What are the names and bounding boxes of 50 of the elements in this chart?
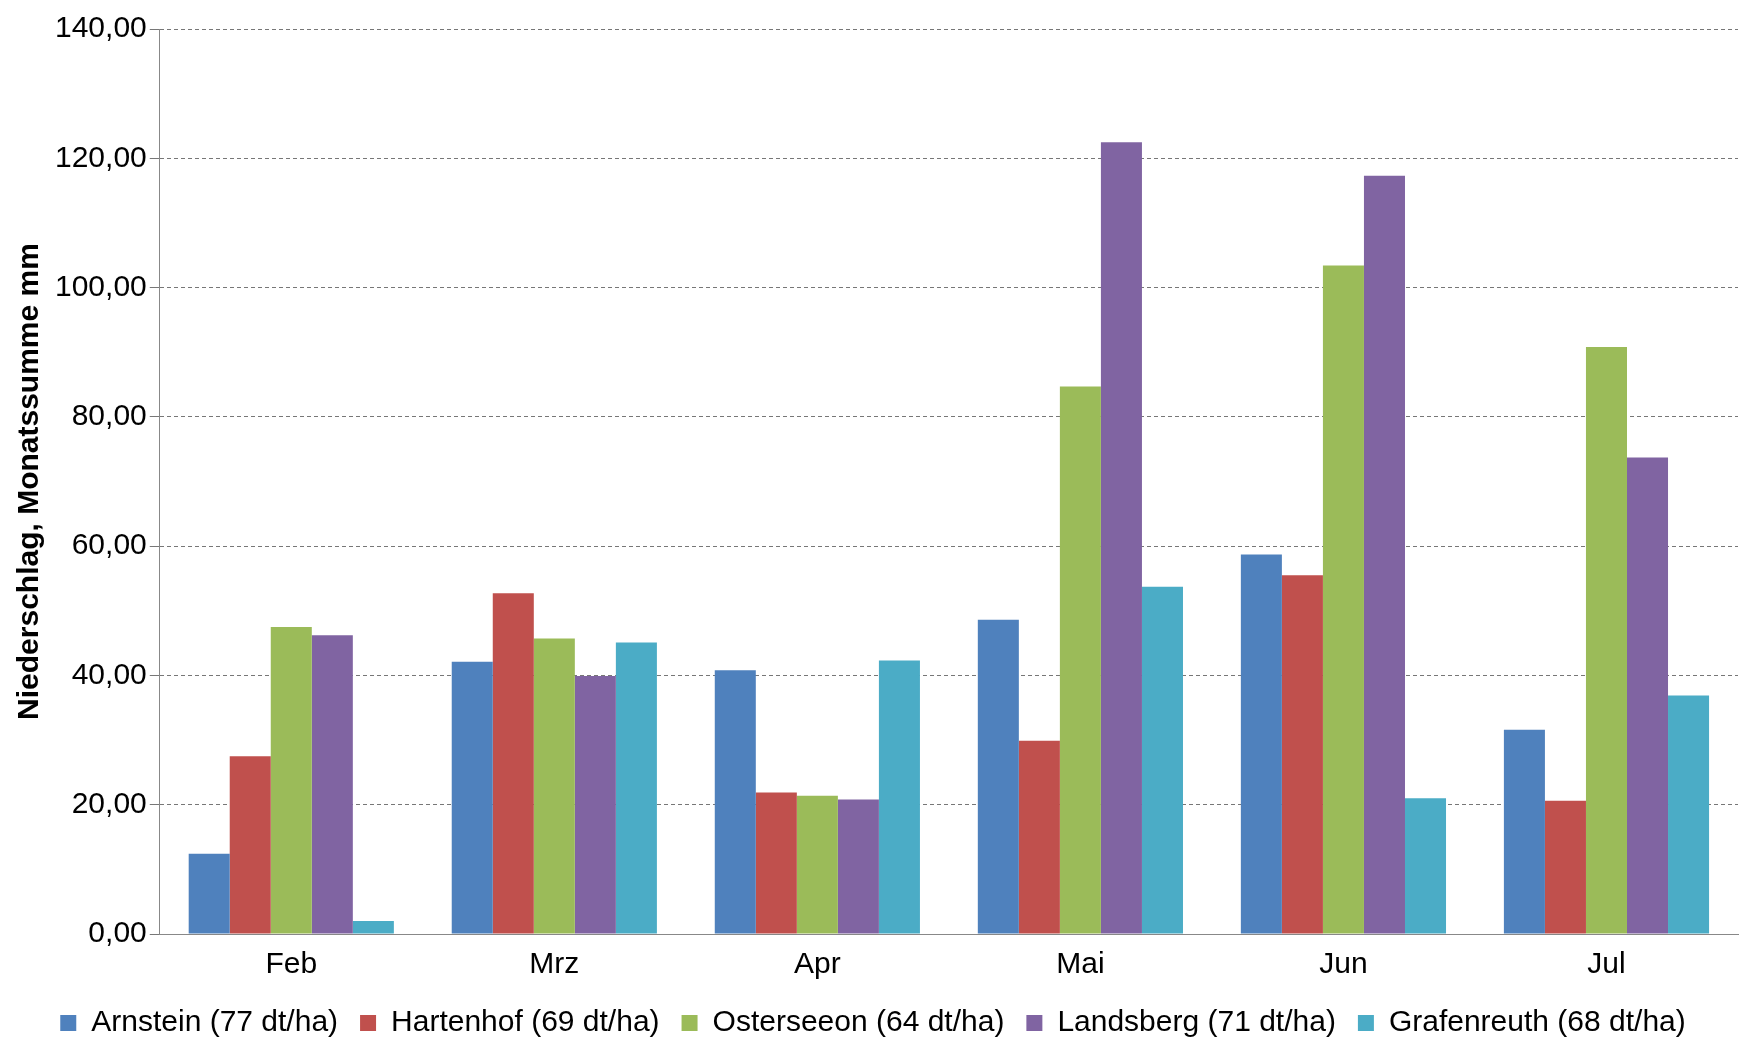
bar bbox=[837, 799, 879, 934]
bar bbox=[796, 795, 838, 934]
bar bbox=[188, 853, 230, 934]
legend-label: Landsberg (71 dt/ha) bbox=[1057, 1004, 1336, 1038]
legend-label: Osterseeon (64 dt/ha) bbox=[712, 1004, 1005, 1038]
legend-label: Arnstein (77 dt/ha) bbox=[91, 1004, 339, 1038]
bar bbox=[1240, 554, 1282, 934]
bar bbox=[270, 626, 312, 934]
bar bbox=[1544, 800, 1586, 934]
bar bbox=[492, 593, 534, 934]
y-tick-label: 20,00 bbox=[71, 785, 147, 819]
bar bbox=[1585, 347, 1627, 934]
bar bbox=[1363, 175, 1405, 934]
x-tick-label: Feb bbox=[265, 946, 318, 980]
y-tick-label: 60,00 bbox=[71, 527, 147, 561]
bar bbox=[451, 661, 493, 934]
x-tick-label: Apr bbox=[794, 946, 841, 980]
bar bbox=[755, 792, 797, 934]
bar bbox=[1059, 386, 1101, 934]
y-tick-label: 0,00 bbox=[88, 915, 147, 949]
legend-label: Grafenreuth (68 dt/ha) bbox=[1388, 1004, 1686, 1038]
bar bbox=[1100, 142, 1142, 934]
x-tick-label: Mrz bbox=[529, 946, 580, 980]
bar bbox=[1404, 798, 1447, 934]
bar bbox=[1668, 695, 1710, 934]
bar bbox=[1503, 729, 1545, 934]
bar bbox=[1627, 457, 1669, 934]
bar bbox=[229, 756, 271, 934]
bar bbox=[311, 635, 353, 934]
bar bbox=[1141, 586, 1183, 934]
x-tick-label: Jun bbox=[1319, 946, 1368, 980]
y-axis-title: Niederschlag, Monatssumme mm bbox=[11, 243, 45, 720]
bar bbox=[574, 676, 616, 934]
legend-label: Hartenhof (69 dt/ha) bbox=[391, 1004, 660, 1038]
bar bbox=[977, 619, 1019, 934]
x-tick-label: Mai bbox=[1056, 946, 1105, 980]
bar bbox=[1281, 575, 1323, 934]
bar bbox=[1322, 265, 1364, 934]
y-tick-label: 140,00 bbox=[54, 10, 147, 44]
y-tick-label: 40,00 bbox=[71, 656, 147, 690]
bar bbox=[533, 638, 575, 934]
x-tick-label: Jul bbox=[1587, 946, 1626, 980]
bar bbox=[878, 660, 920, 934]
bar bbox=[615, 642, 657, 934]
y-tick-label: 100,00 bbox=[54, 268, 147, 302]
bar bbox=[714, 670, 756, 934]
y-tick-label: 80,00 bbox=[71, 398, 147, 432]
y-tick-label: 120,00 bbox=[54, 139, 147, 173]
bar bbox=[352, 921, 394, 934]
bar bbox=[1018, 740, 1060, 934]
